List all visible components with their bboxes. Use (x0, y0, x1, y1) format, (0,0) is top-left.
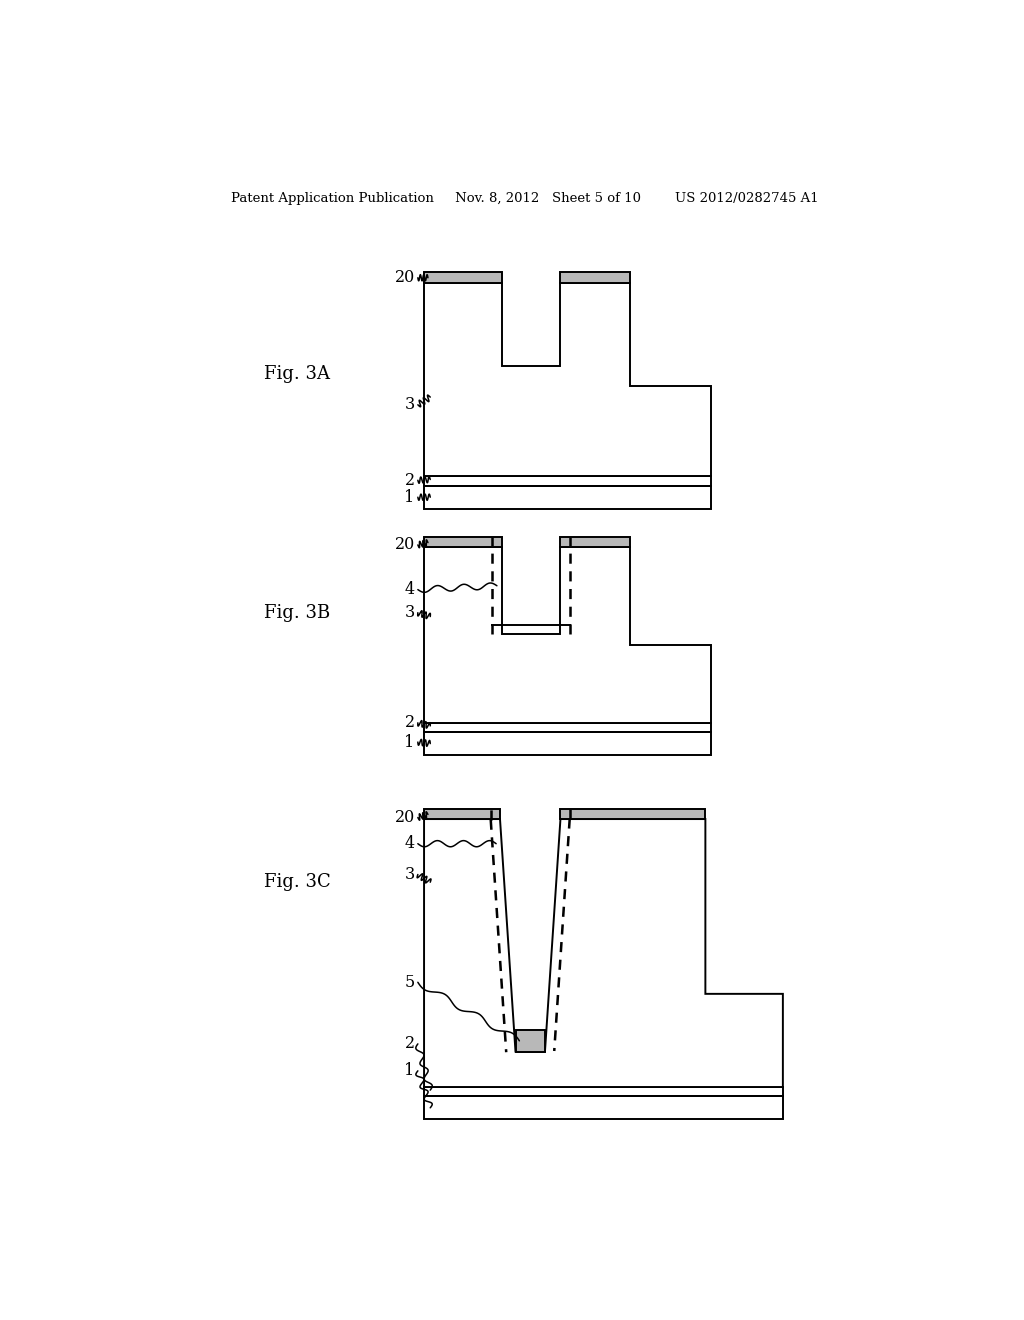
Bar (424, 486, 711, 508)
Bar (424, 809, 500, 818)
Text: 1: 1 (404, 488, 415, 506)
Bar (424, 723, 711, 733)
Bar (560, 809, 706, 818)
Text: 1: 1 (404, 1063, 415, 1080)
Text: Fig. 3B: Fig. 3B (263, 603, 330, 622)
Text: 3: 3 (404, 396, 415, 413)
Bar (424, 1088, 783, 1096)
Text: 20: 20 (394, 269, 415, 286)
Text: 5: 5 (404, 974, 415, 991)
Polygon shape (424, 818, 783, 1088)
Text: 2: 2 (404, 1035, 415, 1052)
Text: Patent Application Publication     Nov. 8, 2012   Sheet 5 of 10        US 2012/0: Patent Application Publication Nov. 8, 2… (231, 191, 818, 205)
Bar (560, 272, 630, 284)
Bar (560, 537, 630, 548)
Text: 1: 1 (404, 734, 415, 751)
Text: 20: 20 (394, 809, 415, 826)
Text: Fig. 3A: Fig. 3A (263, 366, 330, 383)
Bar (424, 477, 711, 486)
Text: 2: 2 (404, 714, 415, 731)
Text: 3: 3 (404, 605, 415, 622)
Bar (424, 537, 502, 548)
Polygon shape (424, 548, 711, 723)
Bar (424, 733, 711, 755)
Text: 3: 3 (404, 866, 415, 883)
Text: 2: 2 (404, 471, 415, 488)
Bar (424, 272, 502, 284)
Bar (515, 1030, 545, 1052)
Text: 4: 4 (404, 836, 415, 853)
Polygon shape (424, 284, 711, 477)
Bar (424, 1096, 783, 1119)
Text: Fig. 3C: Fig. 3C (263, 874, 331, 891)
Text: 20: 20 (394, 536, 415, 553)
Text: 4: 4 (404, 581, 415, 598)
